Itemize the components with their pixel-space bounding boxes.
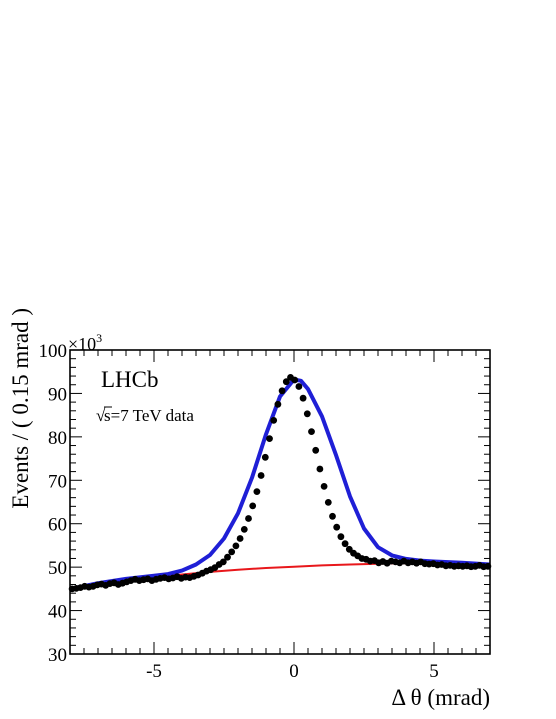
y-tick-label: 90: [48, 384, 67, 405]
data-point: [333, 523, 341, 531]
y-multiplier-label: ×103: [68, 331, 102, 354]
data-points-layer: [68, 374, 492, 593]
data-point: [320, 483, 328, 490]
data-point: [308, 428, 315, 435]
tick-labels: -5 0 5 30 40 50 60 70 80 90 100: [39, 341, 439, 682]
y-tick-label: 50: [48, 558, 67, 579]
data-point: [240, 526, 248, 533]
y-tick-label: 100: [39, 341, 68, 362]
data-point: [249, 502, 257, 510]
data-point: [303, 410, 311, 418]
data-point: [291, 376, 299, 384]
y-tick-label: 80: [48, 428, 67, 449]
data-point: [324, 499, 332, 506]
data-point: [270, 417, 278, 424]
x-tick-label: 0: [289, 661, 299, 682]
energy-label: √ s=7 TeV data: [96, 406, 194, 425]
energy-text: s=7 TeV data: [104, 406, 194, 425]
data-point: [253, 488, 261, 495]
y-tick-label: 30: [48, 645, 67, 666]
data-point: [219, 558, 227, 566]
data-point: [278, 387, 286, 395]
sqrt-symbol: √: [96, 406, 106, 425]
y-tick-label: 70: [48, 471, 67, 492]
data-point: [337, 533, 345, 541]
y-axis-title: Events / ( 0.15 mrad ): [8, 308, 33, 509]
data-point: [236, 535, 244, 542]
x-tick-label: -5: [146, 661, 162, 682]
data-point: [245, 515, 252, 522]
data-point: [274, 400, 282, 408]
data-point: [228, 548, 236, 556]
x-tick-label: 5: [429, 661, 439, 682]
background-fit-layer: [69, 562, 491, 590]
data-point: [282, 378, 290, 386]
data-point: [232, 542, 240, 550]
data-point: [257, 472, 265, 479]
data-point: [261, 453, 269, 461]
data-point: [224, 553, 231, 561]
data-point: [312, 446, 320, 454]
background-fit-curve: [69, 562, 491, 590]
data-point: [341, 540, 349, 548]
lhcb-label: LHCb: [101, 367, 159, 392]
y-multiplier-exponent: 3: [96, 331, 102, 345]
x-axis-title: Δ θ (mrad): [391, 685, 490, 710]
data-point: [316, 465, 324, 473]
data-point: [295, 383, 303, 390]
y-multiplier-base: ×10: [68, 334, 96, 354]
data-point: [266, 435, 273, 442]
data-point: [299, 394, 307, 402]
axis-ticks: [69, 349, 491, 655]
y-tick-label: 40: [48, 602, 67, 623]
data-point: [329, 512, 336, 520]
y-tick-label: 60: [48, 515, 67, 536]
